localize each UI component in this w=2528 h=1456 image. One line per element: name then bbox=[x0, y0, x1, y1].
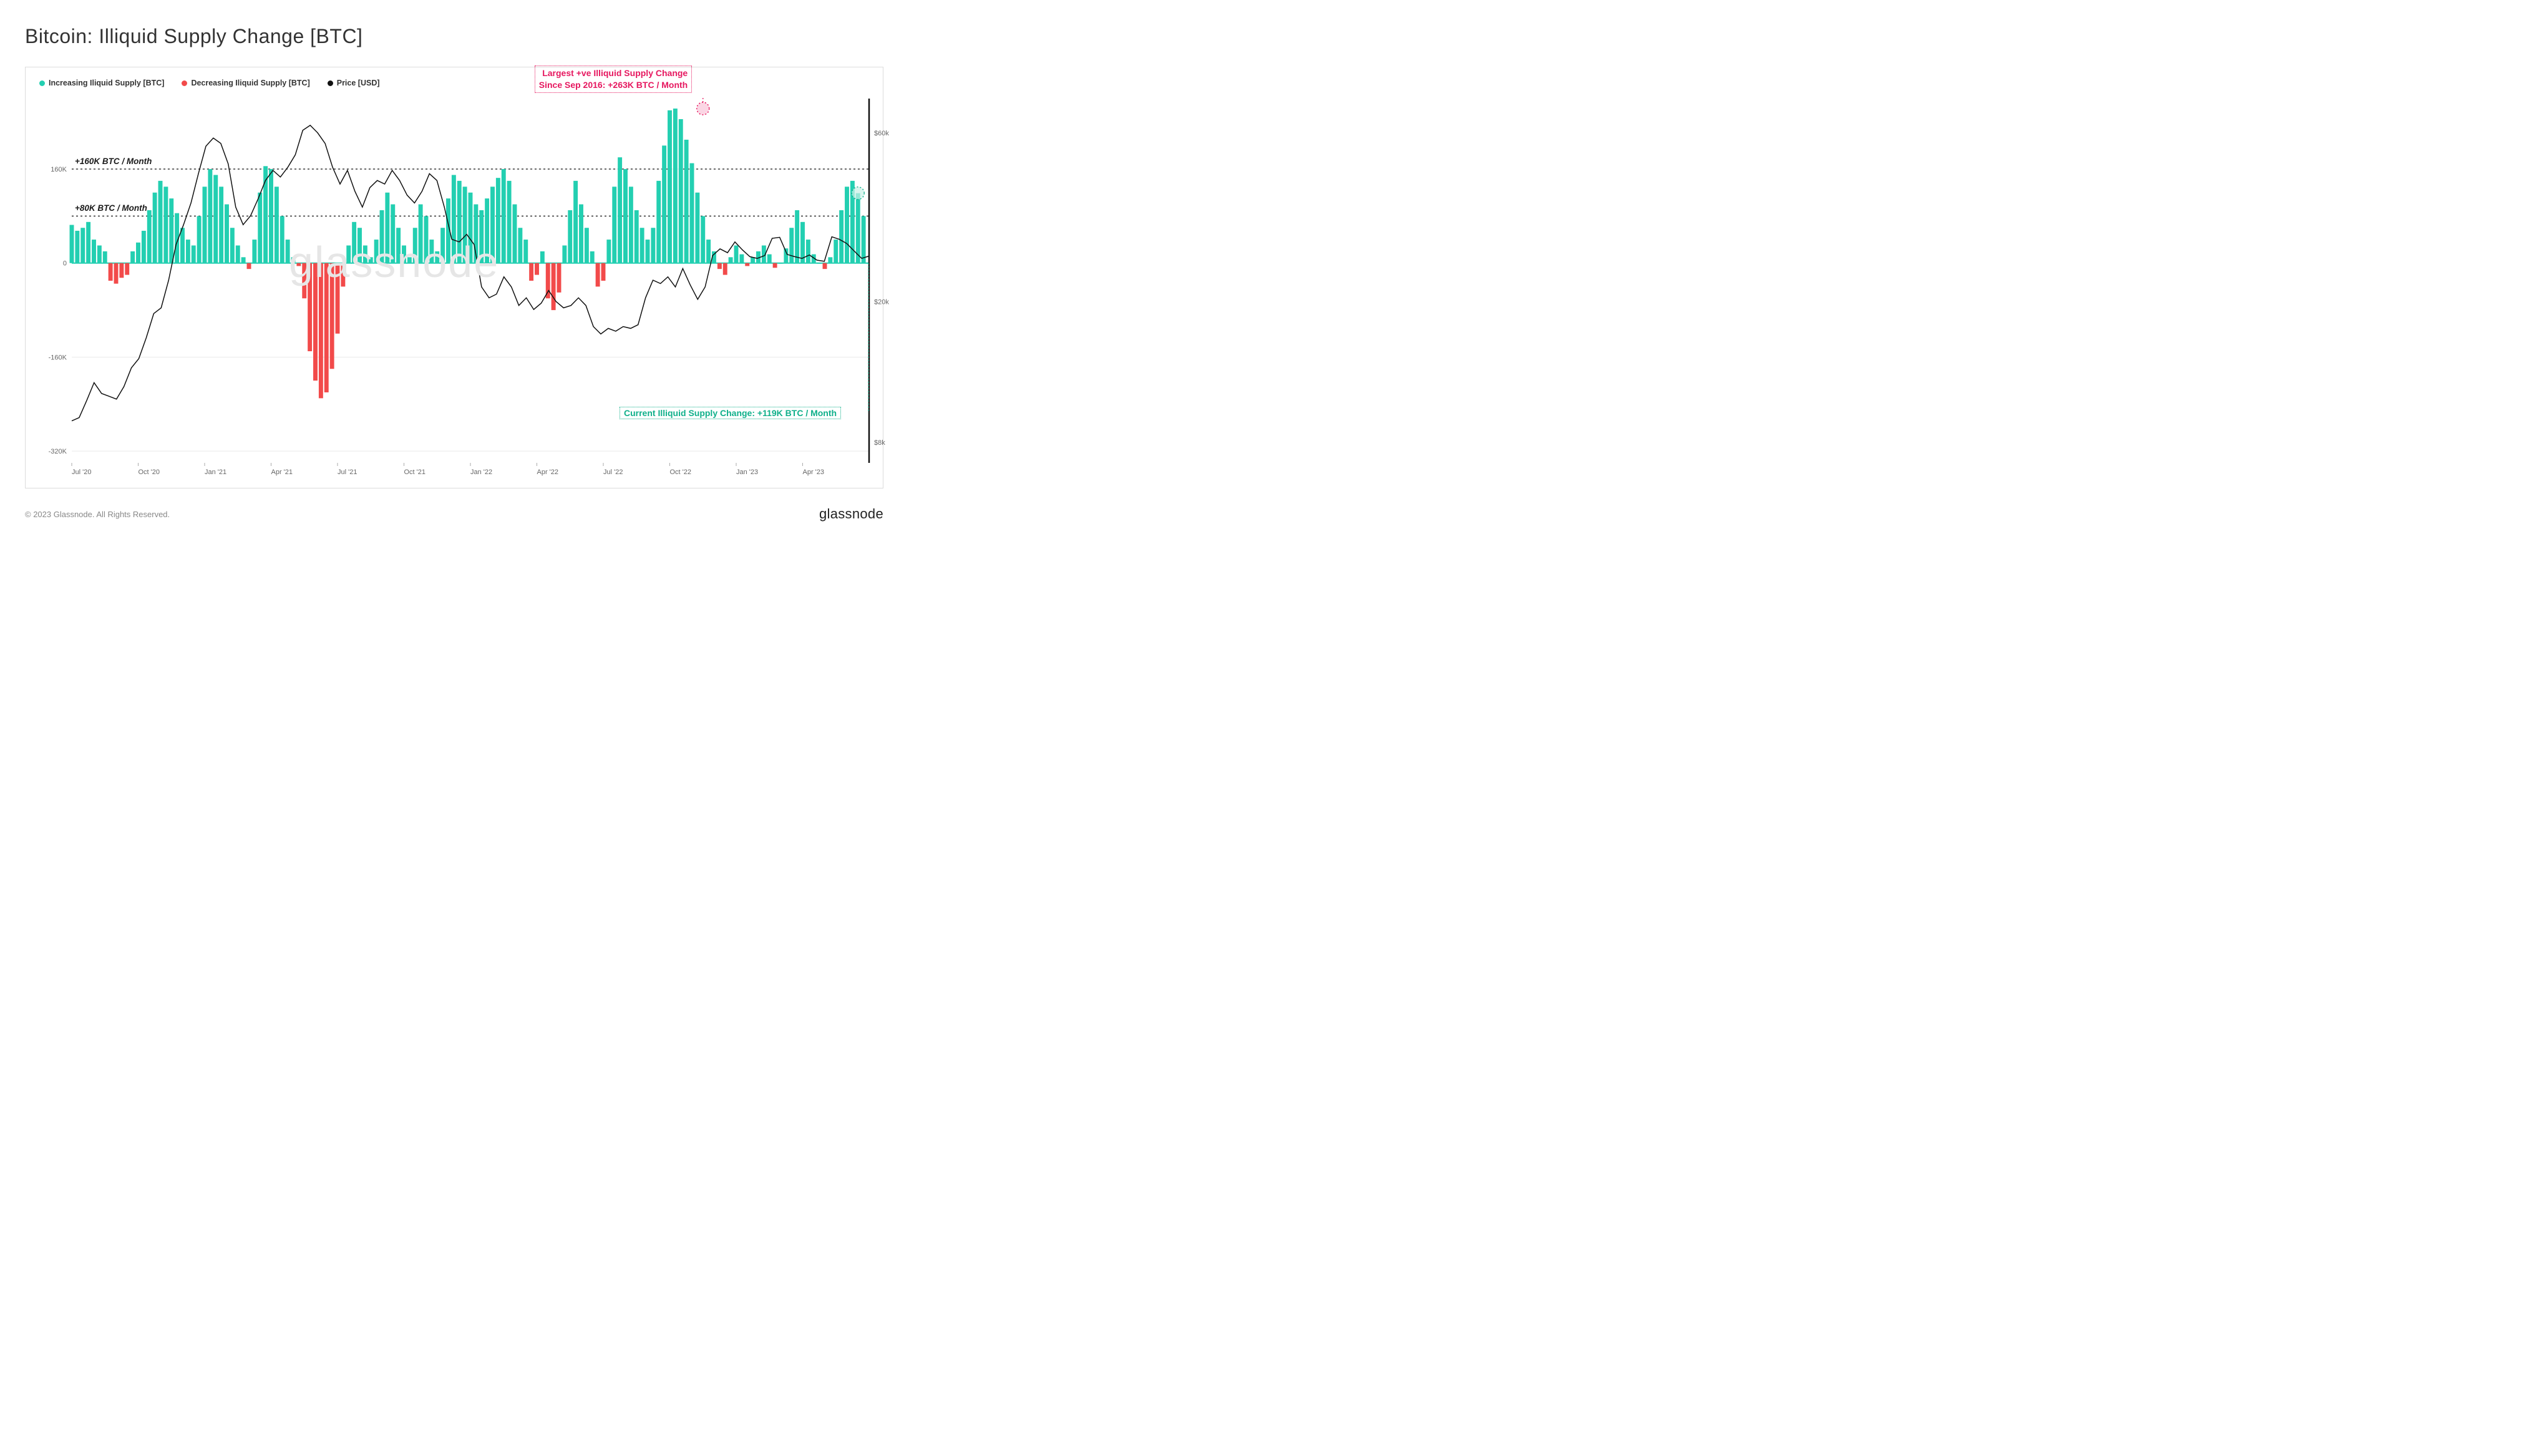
svg-text:$8k: $8k bbox=[874, 439, 885, 447]
footer-copyright: © 2023 Glassnode. All Rights Reserved. bbox=[25, 510, 170, 519]
chart-svg: -320K -160K 0 160K $8k $20k $60k Jul '20 Oct '20… bbox=[39, 94, 900, 480]
annotation-highlight-line1: Largest +ve Illiquid Supply Change bbox=[542, 68, 688, 78]
legend-label-dec: Decreasing Iliquid Supply [BTC] bbox=[191, 79, 309, 87]
legend-item-decreasing: Decreasing Iliquid Supply [BTC] bbox=[182, 79, 309, 87]
legend-swatch-price bbox=[328, 80, 333, 86]
svg-text:-320K: -320K bbox=[49, 448, 67, 455]
legend: Increasing Iliquid Supply [BTC] Decreasi… bbox=[39, 79, 869, 87]
svg-text:Apr '22: Apr '22 bbox=[537, 468, 559, 476]
svg-text:Jul '21: Jul '21 bbox=[338, 468, 357, 476]
legend-swatch-inc bbox=[39, 80, 45, 86]
svg-text:Jul '22: Jul '22 bbox=[603, 468, 623, 476]
legend-label-price: Price [USD] bbox=[337, 79, 380, 87]
svg-text:Oct '21: Oct '21 bbox=[404, 468, 426, 476]
svg-text:160K: 160K bbox=[51, 166, 67, 173]
page-footer: © 2023 Glassnode. All Rights Reserved. g… bbox=[25, 506, 883, 522]
threshold-label-upper: +160K BTC / Month bbox=[75, 157, 152, 166]
footer-brand: glassnode bbox=[819, 506, 883, 522]
legend-item-price: Price [USD] bbox=[328, 79, 380, 87]
annotation-highlight: Largest +ve Illiquid Supply Change Since… bbox=[535, 66, 692, 93]
svg-text:Oct '20: Oct '20 bbox=[139, 468, 160, 476]
chart-container: Increasing Iliquid Supply [BTC] Decreasi… bbox=[25, 67, 883, 488]
legend-item-increasing: Increasing Iliquid Supply [BTC] bbox=[39, 79, 164, 87]
legend-swatch-dec bbox=[182, 80, 187, 86]
svg-text:$20k: $20k bbox=[874, 298, 889, 306]
annotation-current: Current Illiquid Supply Change: +119K BT… bbox=[620, 407, 841, 419]
svg-text:Apr '23: Apr '23 bbox=[803, 468, 825, 476]
svg-text:0: 0 bbox=[63, 260, 67, 268]
legend-label-inc: Increasing Iliquid Supply [BTC] bbox=[49, 79, 164, 87]
annotation-highlight-line2: Since Sep 2016: +263K BTC / Month bbox=[539, 80, 688, 90]
svg-text:Apr '21: Apr '21 bbox=[271, 468, 293, 476]
svg-text:$60k: $60k bbox=[874, 130, 889, 137]
svg-text:Jan '23: Jan '23 bbox=[736, 468, 758, 476]
svg-text:Jul '20: Jul '20 bbox=[72, 468, 91, 476]
svg-text:-160K: -160K bbox=[49, 354, 67, 361]
svg-text:Jan '22: Jan '22 bbox=[470, 468, 492, 476]
page-title: Bitcoin: Illiquid Supply Change [BTC] bbox=[25, 25, 883, 48]
svg-text:Oct '22: Oct '22 bbox=[670, 468, 692, 476]
svg-text:Jan '21: Jan '21 bbox=[205, 468, 226, 476]
threshold-label-lower: +80K BTC / Month bbox=[75, 203, 147, 213]
